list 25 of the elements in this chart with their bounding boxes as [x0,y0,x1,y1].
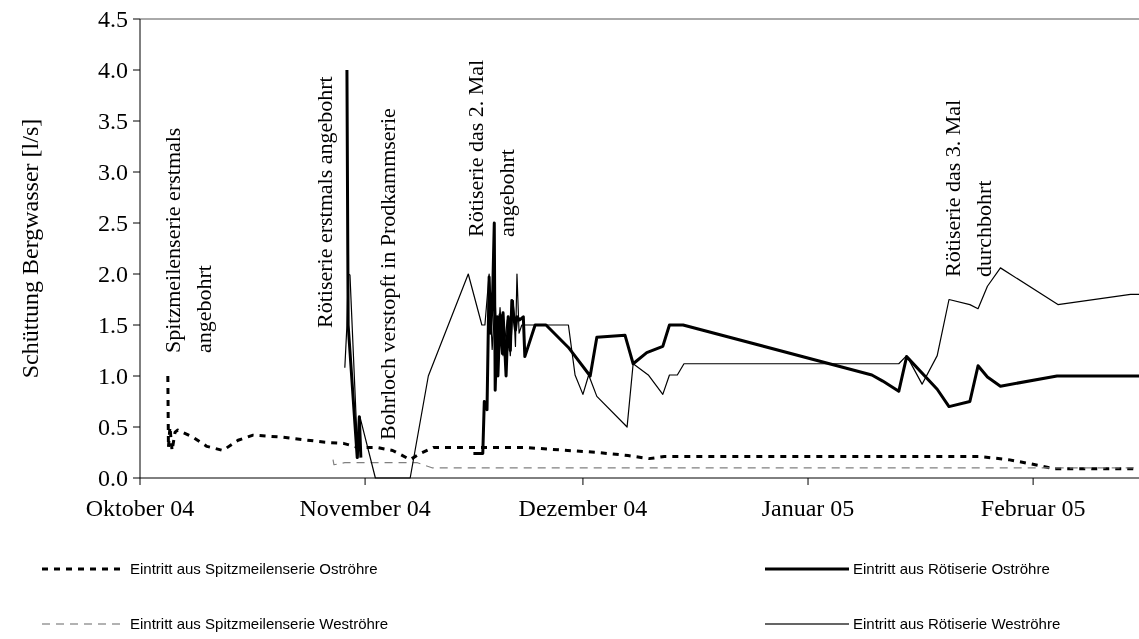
annotation: Rötiserie das 3. Mal durchbohrt [940,99,996,277]
x-tick-label: November 04 [299,495,431,521]
y-tick-label: 0.0 [98,465,128,492]
y-tick-label: 2.0 [98,261,128,288]
y-tick-label: 4.0 [98,57,128,84]
y-tick-label: 1.5 [98,312,128,339]
y-tick-label: 3.5 [98,108,128,135]
annotation: Rötiserie erstmals angebohrt [312,76,337,328]
y-tick-label: 4.5 [98,6,128,33]
y-axis-title: Schüttung Bergwasser [l/s] [17,118,43,379]
legend-label: Eintritt aus Rötiserie Weströhre [853,615,1061,633]
y-tick-label: 0.5 [98,414,128,441]
annotation: Bohrloch verstopft in Prodkammserie [375,108,400,440]
x-tick-label: Oktober 04 [85,495,195,521]
x-tick-label: Februar 05 [980,495,1086,521]
legend-label: Eintritt aus Rötiserie Oströhre [853,560,1050,578]
x-tick-label: Dezember 04 [518,495,648,521]
legend-label: Eintritt aus Spitzmeilenserie Oströhre [130,560,378,578]
annotation: Spitzmeilenserie erstmals angebohrt [160,127,216,353]
legend-label: Eintritt aus Spitzmeilenserie Weströhre [130,615,389,633]
y-tick-label: 3.0 [98,159,128,186]
x-tick-label: Januar 05 [761,495,855,521]
y-tick-label: 2.5 [98,210,128,237]
annotation: Rötiserie das 2. Mal angebohrt [463,59,519,237]
y-tick-label: 1.0 [98,363,128,390]
